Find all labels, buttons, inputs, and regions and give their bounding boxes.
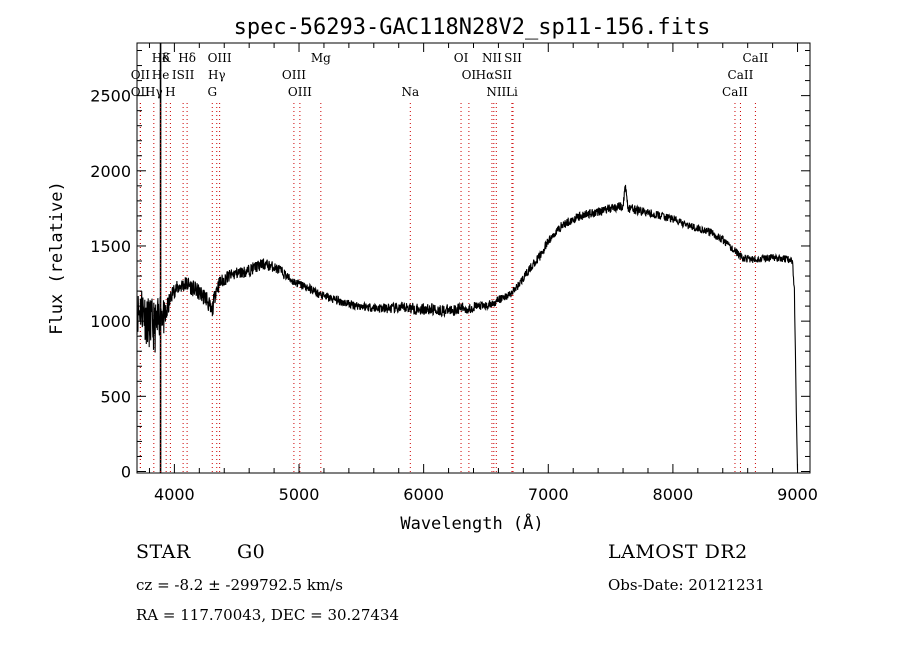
y-axis-label: Flux (relative) xyxy=(47,181,67,335)
y-tick-label: 500 xyxy=(100,387,131,406)
line-marker-label: Hγ xyxy=(145,85,163,99)
y-tick-label: 2000 xyxy=(90,162,131,181)
line-marker-label: Mg xyxy=(311,51,331,65)
y-tick-label: 0 xyxy=(121,462,131,481)
x-axis-label: Wavelength (Å) xyxy=(400,512,543,534)
y-tick-label: 2500 xyxy=(90,87,131,106)
line-marker-label: OI xyxy=(454,51,469,65)
line-marker-label: NII xyxy=(482,51,502,65)
line-marker-label: OI xyxy=(462,68,477,82)
line-markers xyxy=(139,43,756,473)
flux-series-line xyxy=(136,184,799,471)
obs-date: Obs-Date: 20121231 xyxy=(608,576,765,594)
line-marker-label: CaII xyxy=(728,68,754,82)
x-axis: 4000 5000 6000 7000 8000 9000 xyxy=(148,43,818,504)
coordinates: RA = 117.70043, DEC = 30.27434 xyxy=(136,606,400,624)
line-marker-label: He xyxy=(152,68,170,82)
object-subclass: G0 xyxy=(237,541,266,563)
object-class: STAR xyxy=(136,541,191,563)
y-axis: 0 500 1000 1500 2000 2500 xyxy=(90,50,810,481)
line-marker-label: OIII xyxy=(208,51,232,65)
plot-frame xyxy=(136,42,811,474)
line-marker-label: NII xyxy=(486,85,506,99)
x-tick-label: 7000 xyxy=(528,485,569,504)
line-marker-label: H xyxy=(165,85,175,99)
x-tick-label: 9000 xyxy=(777,485,818,504)
y-tick-label: 1000 xyxy=(90,312,131,331)
line-marker-label: CaII xyxy=(722,85,748,99)
line-marker-label: HαSII xyxy=(476,68,513,82)
line-marker-label: OIII xyxy=(288,85,312,99)
line-marker-label: OII xyxy=(131,68,151,82)
line-marker-label: OIII xyxy=(282,68,306,82)
x-tick-label: 4000 xyxy=(154,485,195,504)
y-tick-label: 1500 xyxy=(90,237,131,256)
line-marker-label: CaII xyxy=(742,51,768,65)
line-marker-label: Li xyxy=(506,85,518,99)
line-marker-label: K xyxy=(162,51,172,65)
chart-title: spec-56293-GAC118N28V2_sp11-156.fits xyxy=(234,15,711,40)
line-marker-label: ISII xyxy=(172,68,195,82)
x-tick-label: 6000 xyxy=(403,485,444,504)
line-marker-label: Hγ xyxy=(208,68,226,82)
line-marker-label: SII xyxy=(504,51,522,65)
line-marker-label: Hδ xyxy=(152,51,170,65)
survey-name: LAMOST DR2 xyxy=(608,541,748,563)
x-tick-label: 8000 xyxy=(653,485,694,504)
redshift-readout: cz = -8.2 ± -299792.5 km/s xyxy=(136,576,343,594)
line-marker-label: Hδ xyxy=(178,51,196,65)
line-marker-label: G xyxy=(207,85,217,99)
line-marker-label: Na xyxy=(401,85,419,99)
x-tick-label: 5000 xyxy=(279,485,320,504)
